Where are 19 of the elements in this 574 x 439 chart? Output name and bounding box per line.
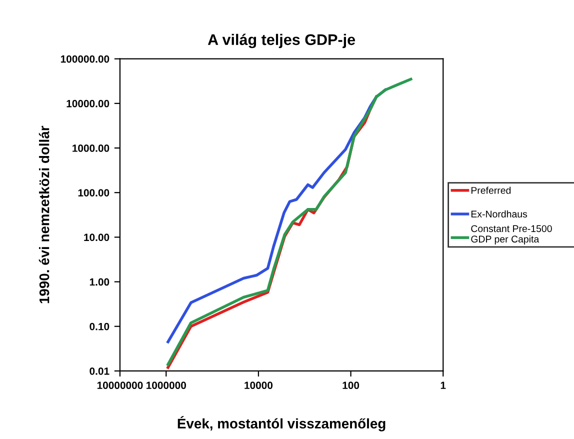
y-tick-label: 10000.00 bbox=[66, 100, 110, 108]
x-tick-label: 10000 bbox=[244, 382, 273, 390]
x-tick-label: 10000000 bbox=[97, 382, 143, 390]
x-tick-label: 1 bbox=[440, 382, 446, 389]
legend-label: Ex-Nordhaus bbox=[471, 210, 528, 218]
y-tick-label: 10.00 bbox=[84, 234, 110, 242]
x-axis-title: Évek, mostantól visszamenőleg bbox=[178, 416, 386, 432]
y-tick-label: 100000.00 bbox=[60, 55, 110, 63]
y-tick-label: 100.00 bbox=[78, 189, 110, 196]
y-tick-label: 0.01 bbox=[90, 367, 110, 375]
y-axis-title: 1990. évi nemzetközi dollár bbox=[38, 126, 50, 304]
legend-label: Constant Pre-1500 GDP per Capita bbox=[471, 225, 552, 244]
legend-label: Preferred bbox=[471, 186, 511, 194]
y-tick-label: 1.00 bbox=[90, 278, 110, 286]
x-tick-label: 1000000 bbox=[146, 382, 186, 390]
y-tick-label: 1000.00 bbox=[72, 144, 110, 152]
x-tick-label: 100 bbox=[342, 382, 360, 390]
y-tick-label: 0.10 bbox=[90, 322, 110, 330]
chart-title: A világ teljes GDP-je bbox=[208, 34, 356, 48]
